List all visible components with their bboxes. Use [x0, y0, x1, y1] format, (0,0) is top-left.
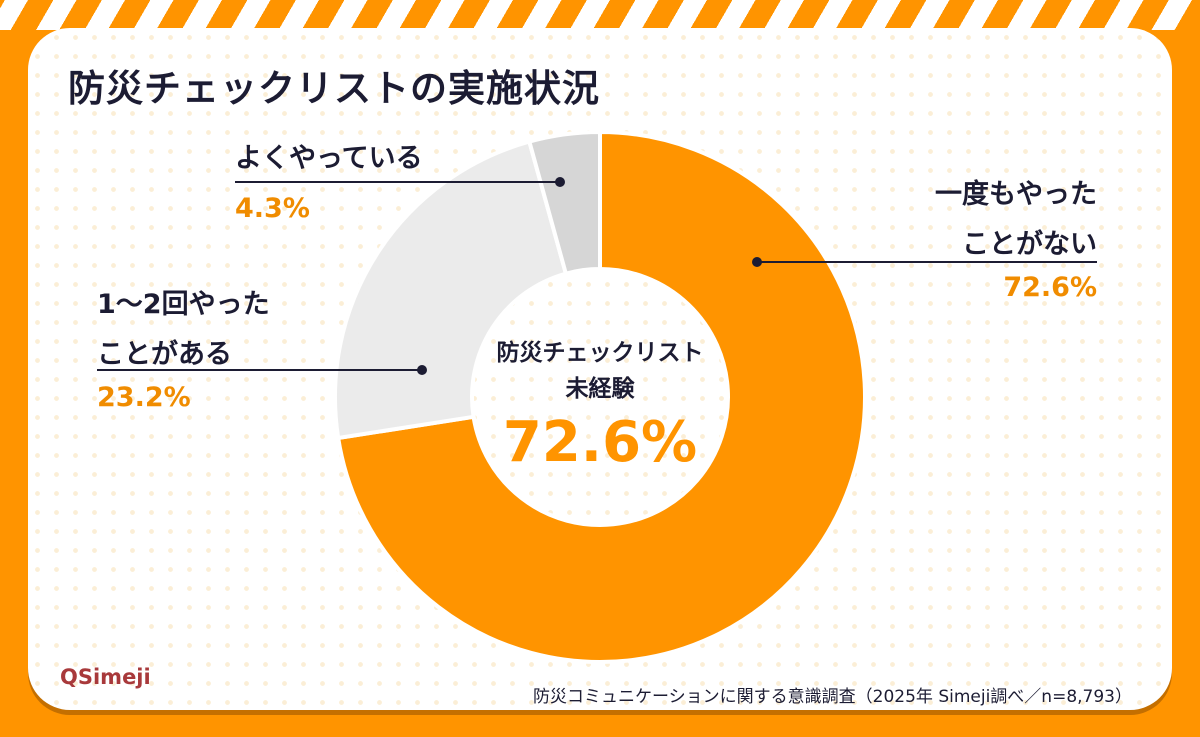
pct-once: 23.2%: [97, 382, 191, 413]
label-once: 1〜2回やった ことがある: [97, 280, 270, 380]
center-value: 72.6%: [502, 410, 698, 475]
slice-never: [335, 129, 867, 664]
page-title: 防災チェックリストの実施状況: [68, 67, 600, 110]
leader-never-dot: [752, 257, 762, 267]
label-never-line1: 一度もやった: [935, 179, 1097, 210]
simeji-logo: QSimeji: [60, 665, 151, 689]
slice-often: [526, 129, 602, 277]
leader-once-dot: [417, 365, 427, 375]
pct-often: 4.3%: [235, 193, 310, 224]
logo-text: Simeji: [77, 665, 151, 689]
label-often: よくやっている: [235, 143, 423, 174]
slice-once: [333, 139, 569, 441]
hazard-stripes: [0, 0, 1200, 30]
label-never: 一度もやった ことがない: [912, 170, 1097, 270]
source-note: 防災コミュニケーションに関する意識調査（2025年 Simeji調べ／n=8,7…: [533, 687, 1132, 707]
center-line1: 防災チェックリスト: [496, 340, 704, 366]
leader-often-dot: [555, 177, 565, 187]
pct-never: 72.6%: [1003, 272, 1097, 303]
logo-icon: Q: [60, 665, 78, 689]
label-never-line2: ことがない: [962, 229, 1097, 260]
center-line2: 未経験: [565, 376, 635, 402]
center-label: 防災チェックリスト 未経験 72.6%: [420, 335, 780, 479]
label-once-line2: ことがある: [97, 339, 232, 370]
label-once-line1: 1〜2回やった: [97, 289, 270, 320]
